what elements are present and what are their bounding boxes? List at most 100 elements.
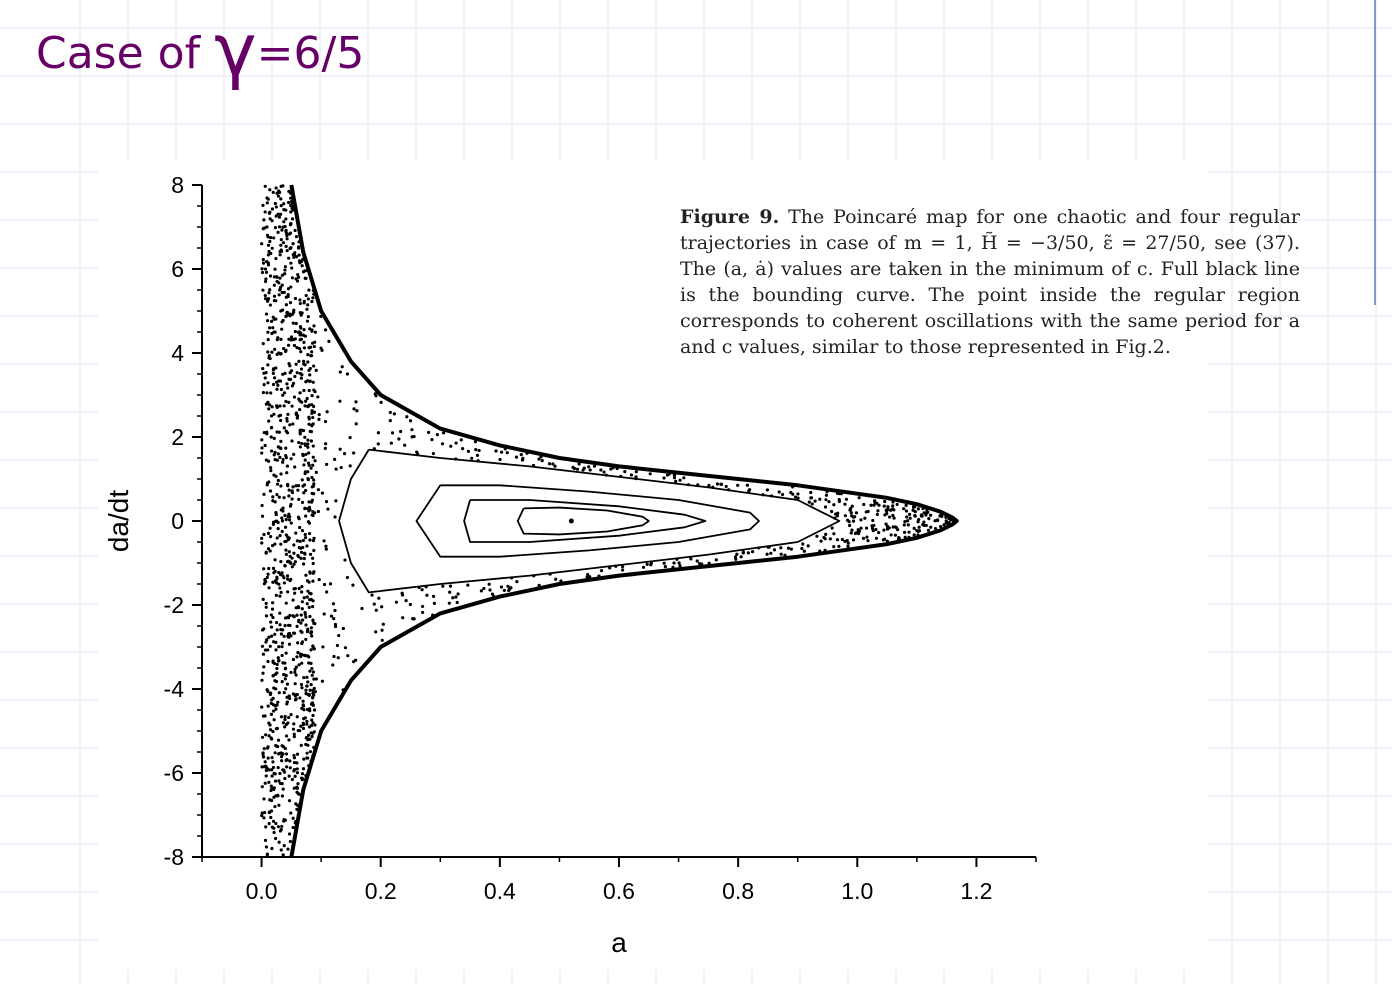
chaotic-point: [269, 319, 274, 323]
chaotic-point: [287, 400, 291, 405]
chaotic-point: [303, 363, 307, 367]
chaotic-point: [281, 721, 285, 725]
chaotic-point: [271, 659, 275, 663]
chaotic-point: [307, 288, 311, 292]
chaotic-point: [277, 570, 281, 575]
chaotic-point: [276, 212, 280, 216]
chaotic-point: [789, 547, 793, 551]
chaotic-point: [305, 396, 309, 401]
chaotic-point: [280, 228, 284, 232]
chaotic-point: [316, 509, 321, 514]
chaotic-point: [302, 299, 306, 303]
chaotic-point: [296, 641, 300, 645]
chaotic-point: [295, 790, 299, 794]
chaotic-point: [859, 526, 863, 530]
chaotic-point: [314, 677, 318, 681]
chaotic-point: [904, 503, 908, 507]
chaotic-point: [294, 693, 298, 697]
chaotic-point: [554, 577, 558, 581]
chaotic-point: [270, 846, 274, 851]
chaotic-point: [873, 500, 877, 504]
chaotic-points: [260, 184, 956, 857]
chaotic-point: [286, 200, 291, 205]
chaotic-point: [895, 502, 899, 507]
chaotic-point: [451, 596, 455, 600]
chaotic-point: [348, 435, 352, 440]
chaotic-point: [278, 212, 283, 216]
chaotic-point: [311, 444, 315, 448]
chaotic-point: [287, 738, 291, 742]
chaotic-point: [456, 592, 460, 596]
chaotic-point: [294, 531, 298, 535]
chaotic-point: [294, 277, 298, 281]
chaotic-point: [305, 722, 309, 726]
chaotic-point: [303, 506, 307, 511]
chaotic-point: [260, 644, 265, 648]
chaotic-point: [431, 594, 436, 599]
chaotic-point: [295, 715, 299, 719]
chaotic-point: [267, 480, 271, 484]
chaotic-point: [874, 536, 879, 540]
chaotic-point: [279, 204, 283, 208]
chaotic-point: [266, 689, 270, 694]
chaotic-point: [282, 843, 286, 848]
chaotic-point: [276, 766, 280, 770]
chaotic-point: [305, 719, 309, 723]
chaotic-point: [311, 670, 315, 674]
chaotic-point: [845, 518, 850, 522]
chaotic-point: [850, 514, 854, 518]
chaotic-point: [277, 840, 281, 844]
chaotic-point: [302, 346, 307, 350]
chaotic-point: [284, 208, 288, 212]
chaotic-point: [903, 519, 907, 524]
chaotic-point: [299, 350, 303, 354]
chaotic-point: [553, 464, 557, 468]
chaotic-point: [272, 412, 276, 416]
chaotic-point: [499, 585, 504, 589]
regular-orbit: [338, 448, 841, 594]
chaotic-point: [269, 613, 273, 617]
chaotic-point: [265, 430, 269, 434]
chaotic-point: [262, 383, 266, 387]
chaotic-point: [287, 232, 292, 236]
chaotic-point: [271, 499, 275, 503]
chaotic-point: [474, 448, 478, 452]
chaotic-point: [280, 680, 284, 684]
chaotic-point: [273, 450, 277, 454]
chaotic-point: [271, 495, 275, 499]
chaotic-point: [287, 361, 291, 366]
chaotic-point: [284, 752, 289, 756]
chaotic-point: [300, 441, 304, 446]
chaotic-point: [282, 496, 286, 500]
chaotic-point: [454, 441, 458, 445]
chaotic-point: [822, 535, 826, 540]
chaotic-point: [295, 613, 299, 617]
chaotic-point: [267, 291, 271, 295]
chaotic-point: [641, 565, 646, 569]
chaotic-point: [283, 268, 287, 272]
chaotic-point: [299, 682, 304, 687]
chaotic-point: [307, 422, 311, 426]
chaotic-point: [695, 559, 699, 563]
chaotic-point: [294, 255, 299, 259]
chaotic-point: [291, 598, 295, 602]
chaotic-point: [408, 602, 412, 607]
chaotic-point: [285, 311, 289, 315]
chaotic-point: [284, 722, 289, 726]
chaotic-point: [275, 519, 279, 523]
chaotic-point: [304, 623, 308, 627]
chaotic-point: [902, 507, 906, 511]
chaotic-point: [276, 794, 280, 798]
chaotic-point: [459, 438, 463, 442]
chaotic-point: [379, 400, 383, 405]
chaotic-point: [272, 283, 276, 287]
chaotic-point: [298, 407, 302, 412]
chaotic-point: [305, 751, 309, 755]
chaotic-point: [293, 228, 297, 233]
chaotic-point: [286, 623, 291, 627]
chaotic-point: [933, 526, 938, 531]
chaotic-point: [283, 667, 287, 671]
chaotic-point: [280, 273, 285, 277]
chaotic-point: [284, 454, 288, 458]
chaotic-point: [278, 379, 283, 383]
